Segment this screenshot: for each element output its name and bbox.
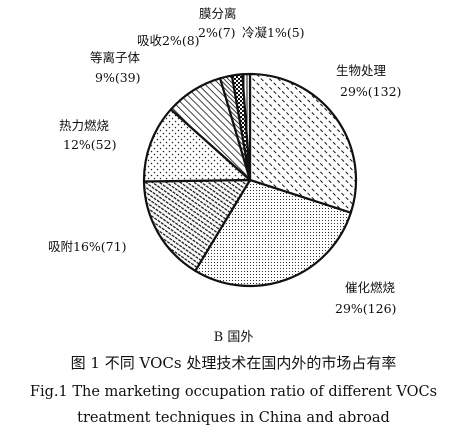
- pie-slice-2: [142, 178, 252, 272]
- label-absorption: 吸收2%(8): [137, 33, 200, 48]
- label-bio-value: 29%(132): [340, 84, 401, 99]
- pie-slice-0: [248, 72, 358, 214]
- figure-caption-en-line2: treatment techniques in China and abroad: [77, 410, 390, 426]
- pie-slice-7: [241, 72, 252, 182]
- label-plasma-value: 9%(39): [95, 70, 141, 85]
- label-catalytic-name: 催化燃烧: [345, 280, 396, 295]
- label-plasma-name: 等离子体: [90, 50, 141, 65]
- pie-labels: 生物处理 29%(132) 催化燃烧 29%(126) 吸附16%(71) 热力…: [48, 6, 401, 316]
- pie-slice-3: [142, 108, 252, 183]
- figure-caption-en-line1: Fig.1 The marketing occupation ratio of …: [29, 384, 438, 400]
- label-thermal-value: 12%(52): [63, 137, 116, 152]
- label-catalytic-value: 29%(126): [335, 301, 396, 316]
- label-thermal-name: 热力燃烧: [59, 118, 110, 133]
- label-membrane-name: 膜分离: [199, 6, 237, 21]
- label-membrane-value: 2%(7): [198, 25, 236, 40]
- label-adsorption: 吸附16%(71): [48, 239, 126, 254]
- pie-slices: [142, 72, 358, 288]
- pie-chart: 生物处理 29%(132) 催化燃烧 29%(126) 吸附16%(71) 热力…: [48, 6, 401, 316]
- pie-subtitle: B 国外: [213, 330, 254, 345]
- label-bio-name: 生物处理: [336, 63, 387, 78]
- figure-caption-zh: 图 1 不同 VOCs 处理技术在国内外的市场占有率: [70, 354, 397, 372]
- label-condensation: 冷凝1%(5): [242, 25, 305, 40]
